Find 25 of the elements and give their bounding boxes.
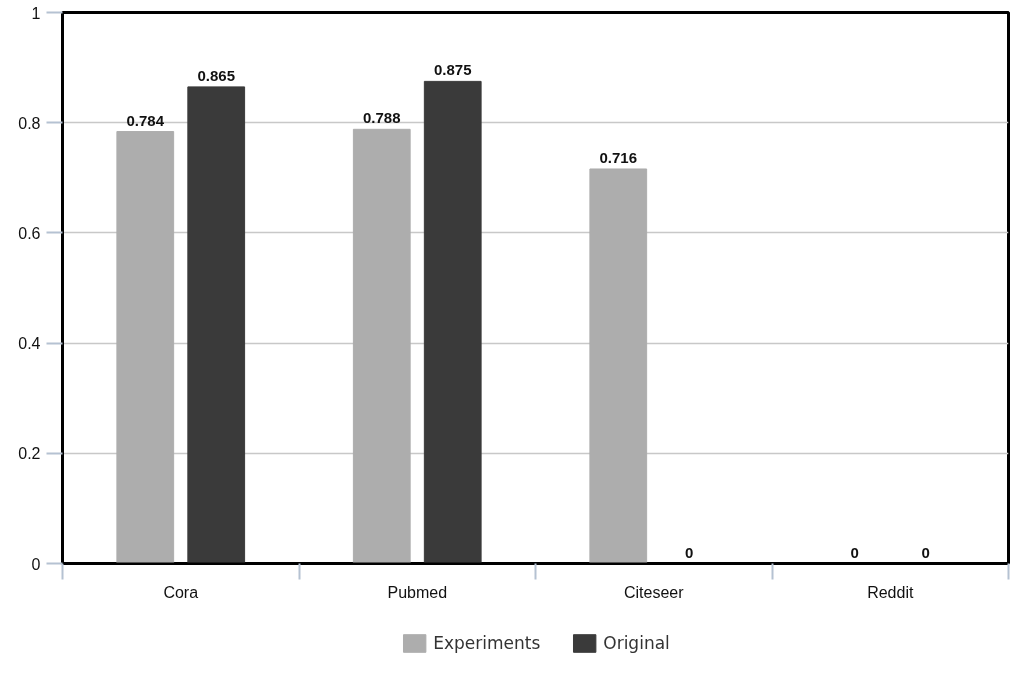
x-tick-label: Cora (163, 583, 199, 601)
bar (187, 86, 246, 564)
x-tick-label: Reddit (867, 583, 914, 601)
data-label: 0.875 (433, 61, 472, 79)
y-tick-label: 0.4 (18, 335, 41, 353)
y-tick-label: 1 (31, 4, 41, 22)
data-label: 0 (685, 543, 694, 561)
bar (116, 131, 175, 564)
data-label: 0.865 (197, 66, 235, 84)
data-label: 0.784 (126, 111, 165, 129)
data-label: 0.788 (363, 109, 401, 127)
legend-label: Experiments (433, 633, 541, 653)
data-label: 0 (850, 543, 859, 561)
data-label: 0.716 (599, 148, 638, 166)
x-tick-label: Pubmed (387, 583, 448, 601)
data-label: 0 (921, 543, 930, 561)
y-tick-label: 0.2 (18, 445, 41, 463)
x-tick-label: Citeseer (623, 583, 685, 601)
y-tick-label: 0.6 (18, 224, 41, 242)
bar (589, 168, 648, 564)
bar (423, 80, 482, 564)
y-tick-label: 0.8 (18, 114, 41, 132)
y-tick-label: 0 (31, 555, 41, 573)
bar (352, 128, 411, 564)
legend-label: Original (603, 633, 670, 653)
